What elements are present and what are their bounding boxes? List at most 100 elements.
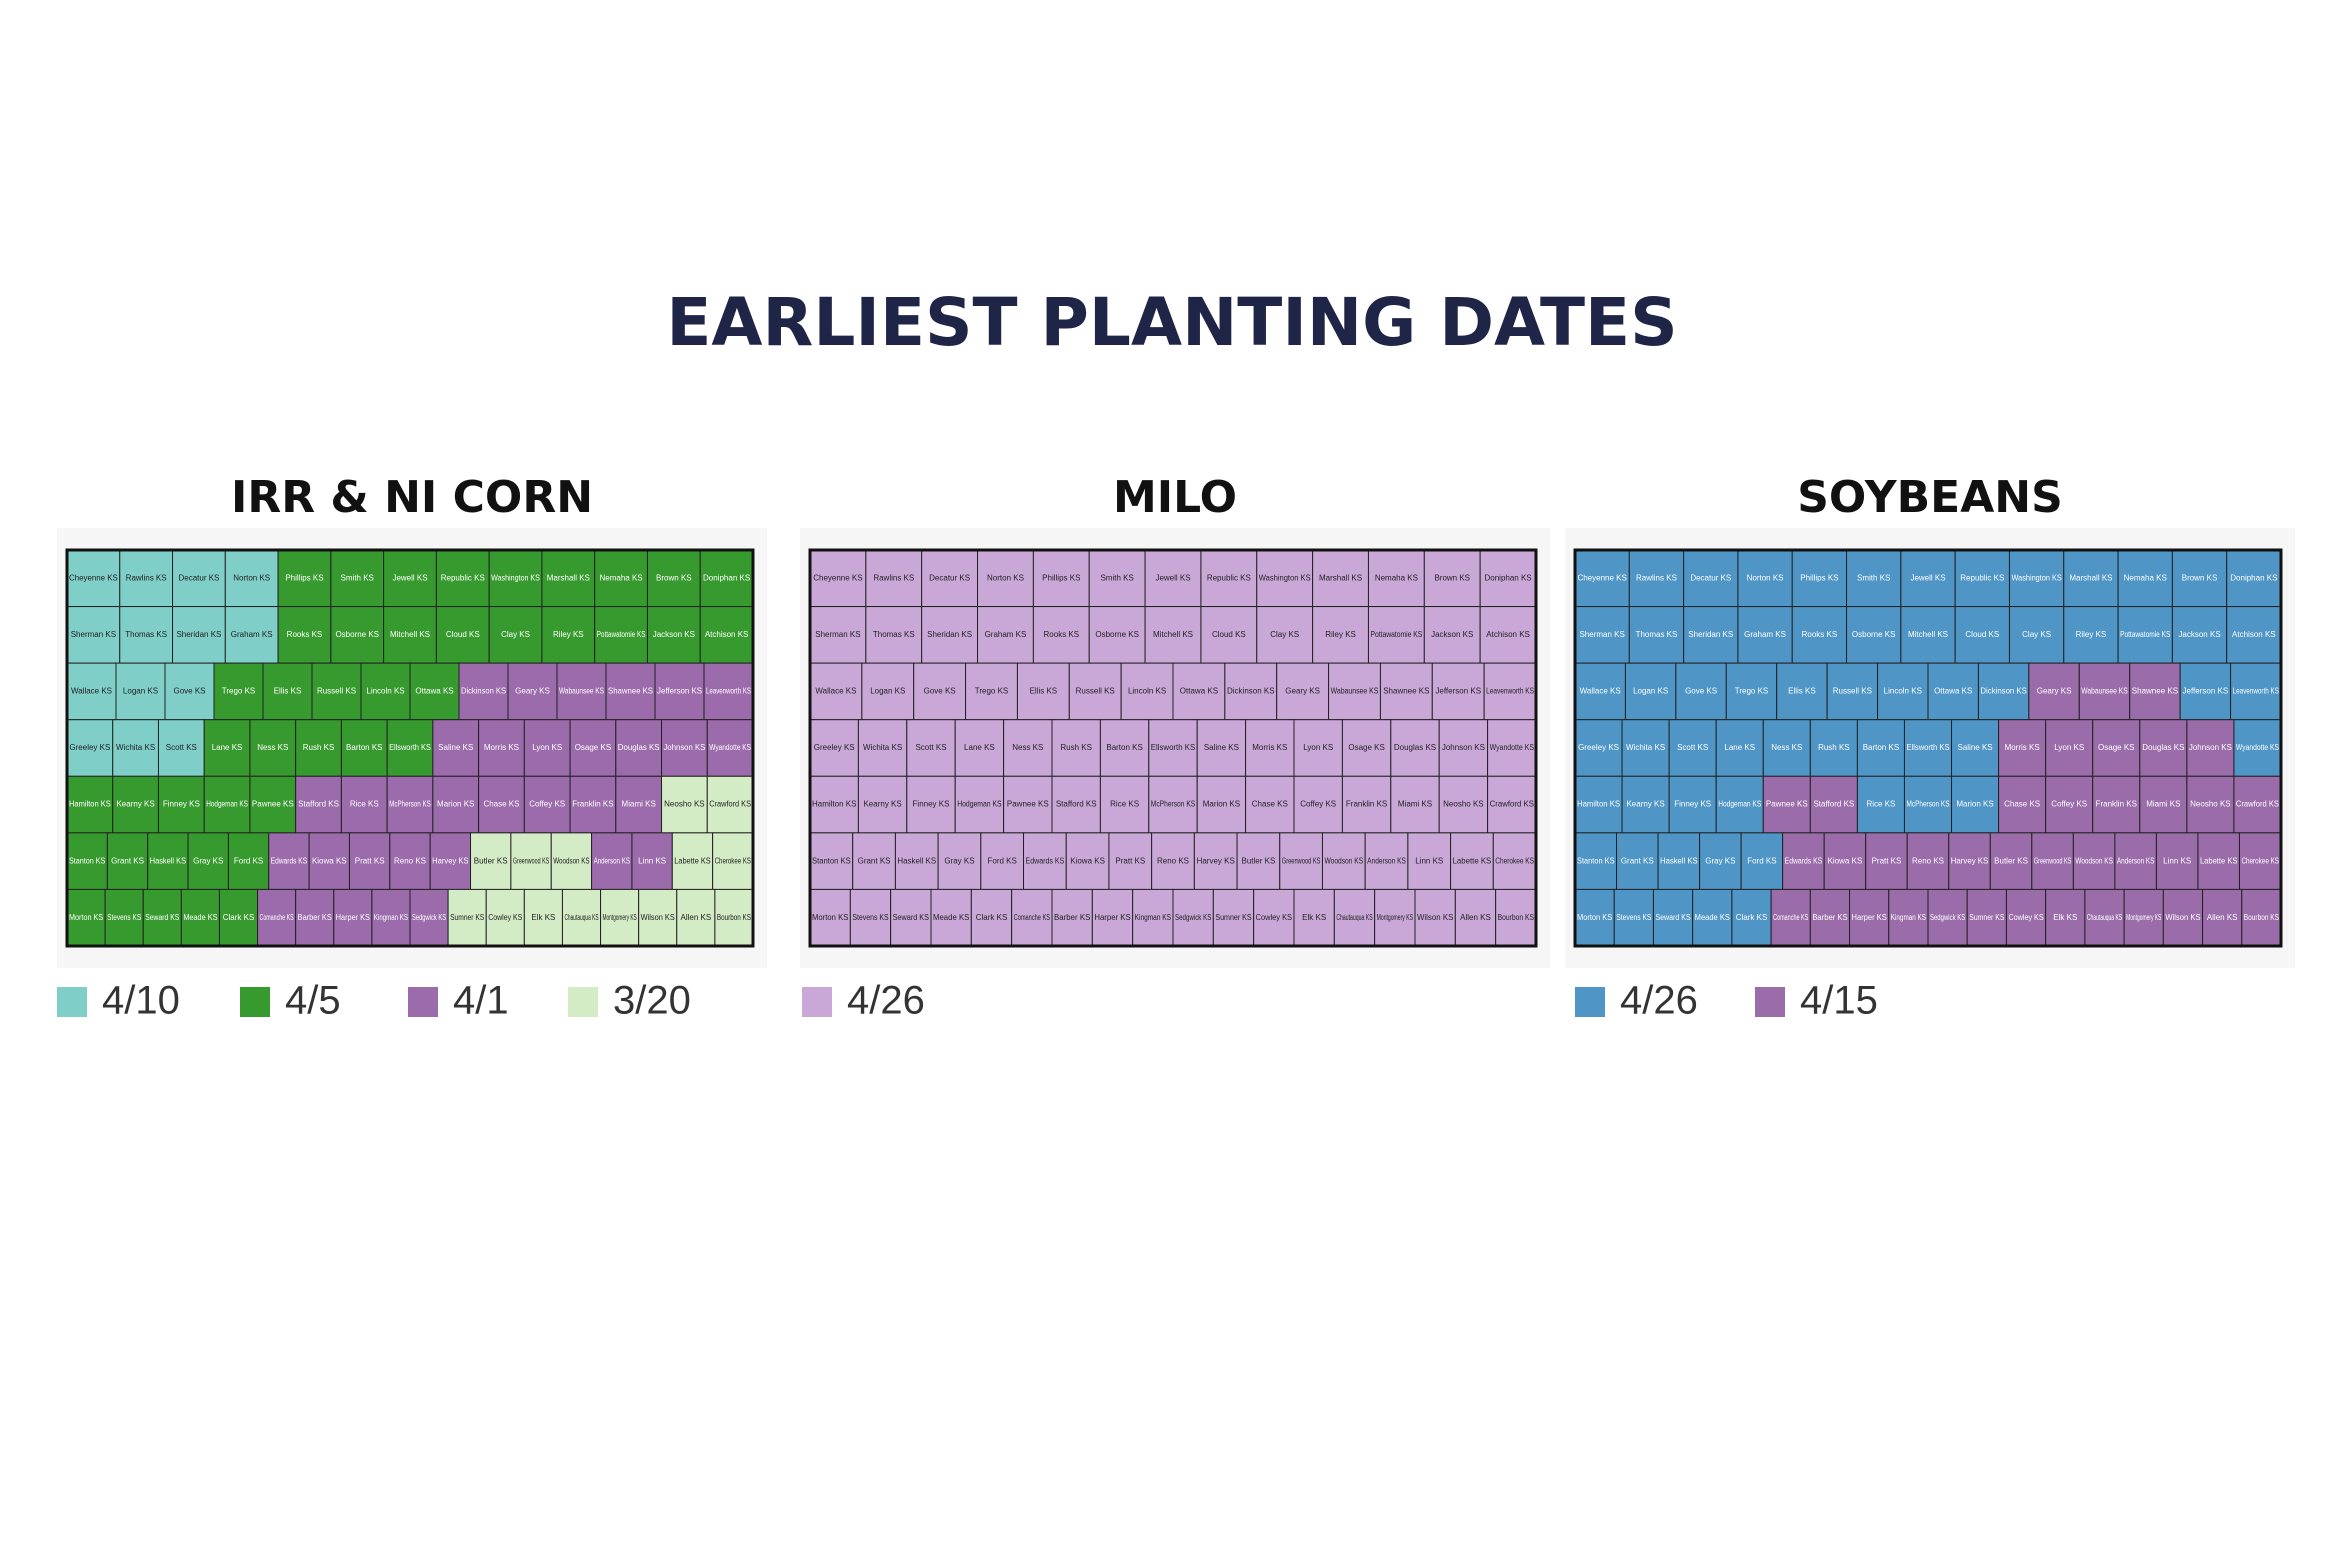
county-label: Grant KS [858, 856, 891, 865]
county-label: Clark KS [223, 913, 255, 922]
county-label: Harvey KS [1951, 856, 1989, 865]
county-label: Doniphan KS [703, 573, 750, 582]
county [1132, 888, 1174, 947]
county-label: Morton KS [69, 913, 103, 922]
county-label: Allen KS [680, 913, 711, 922]
county-label: Chase KS [483, 800, 519, 809]
county [712, 832, 754, 890]
county [172, 606, 226, 664]
county [1574, 606, 1630, 664]
county [458, 662, 509, 721]
county-label: Finney KS [163, 800, 200, 809]
county [2078, 662, 2131, 721]
county [1479, 606, 1537, 664]
county-label: Washington KS [491, 573, 540, 582]
county-label: Pawnee KS [1007, 800, 1049, 809]
county [1312, 549, 1369, 608]
county [1782, 832, 1825, 890]
county-label: Edwards KS [271, 856, 307, 865]
county-label: Woodson KS [553, 856, 589, 865]
county-label: Cherokee KS [2241, 856, 2279, 865]
county-label: Graham KS [985, 630, 1027, 639]
county [2226, 549, 2282, 608]
county [1737, 549, 1793, 608]
county-label: Barber KS [298, 913, 332, 922]
county-label: Harvey KS [1197, 856, 1235, 865]
county-label: Leavenworth KS [1486, 687, 1534, 696]
county-label: Gove KS [173, 687, 205, 696]
county [510, 832, 552, 890]
kansas-map: Cheyenne KS Rawlins KS Decatur KS Norton KS… [1573, 548, 2283, 948]
county-label: Woodson KS [2075, 856, 2113, 865]
county-label: Sedgwick KS [1930, 913, 1965, 922]
county-label: Johnson KS [2189, 743, 2232, 752]
county [541, 606, 596, 664]
county [2129, 662, 2181, 721]
county-label: Harper KS [1094, 913, 1130, 922]
county [157, 719, 205, 777]
county-label: Montgomery KS [603, 913, 637, 922]
county-label: Finney KS [913, 800, 950, 809]
county-label: Ford KS [988, 856, 1017, 865]
county [1574, 775, 1623, 834]
county [348, 832, 391, 890]
kansas-map: Cheyenne KS Rawlins KS Decatur KS Norton KS… [65, 548, 755, 948]
county-label: Clark KS [976, 913, 1008, 922]
county-label: Douglas KS [618, 743, 660, 752]
county [447, 888, 487, 947]
county-label: Linn KS [2163, 856, 2191, 865]
county-label: Scott KS [166, 743, 197, 752]
county [1737, 606, 1793, 664]
county [1574, 719, 1623, 777]
county-label: Saline KS [1204, 743, 1239, 752]
county-label: Anderson KS [594, 856, 630, 865]
county [2092, 719, 2141, 777]
county [1011, 888, 1053, 947]
county-label: Atchison KS [1486, 630, 1530, 639]
county-label: Wilson KS [2165, 913, 2200, 922]
county-label: Bourbon KS [2244, 913, 2279, 922]
county [1212, 888, 1255, 947]
county-label: Harper KS [1852, 913, 1887, 922]
county-label: Linn KS [638, 856, 666, 865]
county-label: Osborne KS [335, 630, 379, 639]
county-label: Butler KS [1994, 856, 2028, 865]
county [2186, 775, 2235, 834]
county-label: Pratt KS [1115, 856, 1145, 865]
county [164, 662, 215, 721]
county-label: Crawford KS [2236, 800, 2279, 809]
county-label: Brown KS [2182, 573, 2218, 582]
county [142, 888, 182, 947]
county-label: Franklin KS [1346, 800, 1387, 809]
county-label: Marshall KS [547, 573, 590, 582]
county-label: Hodgeman KS [206, 800, 248, 809]
county [865, 606, 923, 664]
county-label: McPherson KS [389, 800, 431, 809]
county [1438, 719, 1489, 777]
county-label: Sheridan KS [1688, 630, 1733, 639]
county [435, 549, 490, 608]
county [249, 719, 297, 777]
county [1051, 775, 1101, 834]
county-label: Rush KS [1060, 743, 1092, 752]
county-label: Washington KS [1259, 573, 1311, 582]
county-label: Wallace KS [71, 687, 112, 696]
county-label: Wallace KS [1580, 687, 1621, 696]
county [2028, 662, 2080, 721]
county [1846, 606, 1902, 664]
county-label: Atchison KS [2232, 630, 2276, 639]
county-label: McPherson KS [1151, 800, 1195, 809]
county-label: Harper KS [336, 913, 370, 922]
county-label: Rawlins KS [1636, 573, 1677, 582]
county [1998, 775, 2047, 834]
county [1492, 832, 1537, 890]
county-label: Norton KS [987, 573, 1024, 582]
county-label: Hamilton KS [1577, 800, 1620, 809]
county [646, 606, 701, 664]
county-label: Jefferson KS [2183, 687, 2229, 696]
county-label: Marshall KS [2069, 573, 2112, 582]
county [485, 888, 525, 947]
county-label: Marion KS [437, 800, 474, 809]
county-label: Stanton KS [1577, 856, 1615, 865]
